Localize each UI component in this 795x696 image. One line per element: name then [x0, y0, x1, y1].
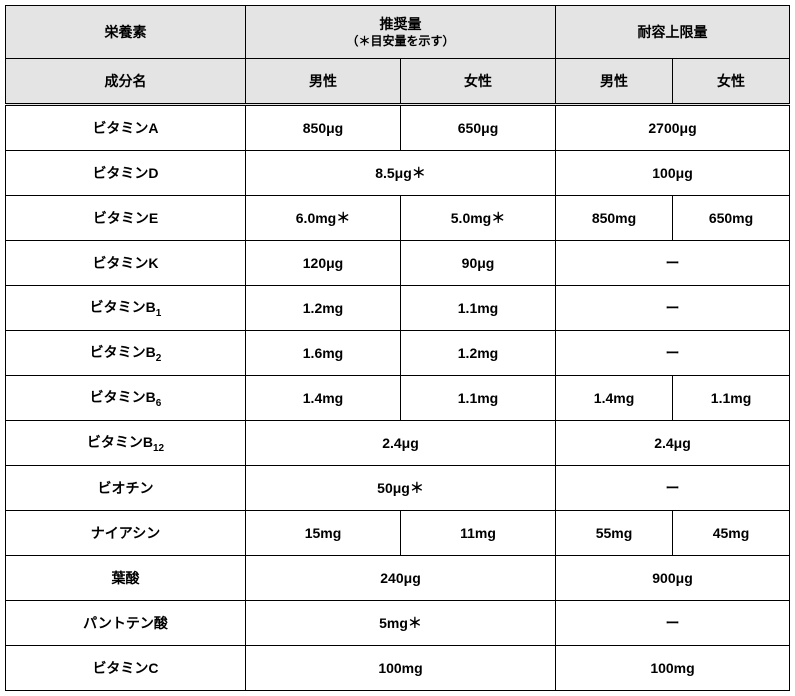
upper-limit-merged: 900μg — [556, 556, 790, 601]
hdr-rec-female: 女性 — [401, 59, 556, 105]
upper-limit-merged: 100mg — [556, 646, 790, 691]
recommended-merged: 100mg — [246, 646, 556, 691]
component-name: ビタミンE — [6, 196, 246, 241]
recommended-female: 90μg — [401, 241, 556, 286]
upper-limit-merged: 100μg — [556, 151, 790, 196]
upper-limit-merged: ー — [556, 466, 790, 511]
upper-limit-merged: 2700μg — [556, 105, 790, 151]
recommended-merged: 8.5μg＊ — [246, 151, 556, 196]
upper-limit-merged: ー — [556, 241, 790, 286]
recommended-female: 11mg — [401, 511, 556, 556]
upper-limit-merged: ー — [556, 286, 790, 331]
recommended-female: 1.2mg — [401, 331, 556, 376]
component-name: ビタミンK — [6, 241, 246, 286]
hdr-recommended-label: 推奨量 — [380, 16, 422, 32]
component-name: ビタミンB12 — [6, 421, 246, 466]
vitamin-intake-table: 栄養素 推奨量 （＊目安量を示す） 耐容上限量 成分名 男性 女性 男性 女性 … — [5, 5, 790, 691]
recommended-female: 5.0mg＊ — [401, 196, 556, 241]
component-name: ビタミンB1 — [6, 286, 246, 331]
recommended-merged: 2.4μg — [246, 421, 556, 466]
component-name: ビオチン — [6, 466, 246, 511]
recommended-male: 120μg — [246, 241, 401, 286]
hdr-ul-female: 女性 — [673, 59, 790, 105]
upper-limit-female: 45mg — [673, 511, 790, 556]
hdr-ul-male: 男性 — [556, 59, 673, 105]
recommended-female: 1.1mg — [401, 286, 556, 331]
recommended-male: 15mg — [246, 511, 401, 556]
component-name: ナイアシン — [6, 511, 246, 556]
hdr-recommended-note: （＊目安量を示す） — [246, 35, 555, 48]
component-name: ビタミンC — [6, 646, 246, 691]
hdr-nutrient: 栄養素 — [6, 6, 246, 59]
component-name: ビタミンA — [6, 105, 246, 151]
recommended-male: 1.6mg — [246, 331, 401, 376]
hdr-recommended: 推奨量 （＊目安量を示す） — [246, 6, 556, 59]
upper-limit-merged: 2.4μg — [556, 421, 790, 466]
upper-limit-female: 650mg — [673, 196, 790, 241]
recommended-female: 650μg — [401, 105, 556, 151]
hdr-rec-male: 男性 — [246, 59, 401, 105]
hdr-upper-limit: 耐容上限量 — [556, 6, 790, 59]
recommended-male: 1.4mg — [246, 376, 401, 421]
recommended-male: 6.0mg＊ — [246, 196, 401, 241]
upper-limit-male: 1.4mg — [556, 376, 673, 421]
recommended-male: 850μg — [246, 105, 401, 151]
component-name: ビタミンB6 — [6, 376, 246, 421]
recommended-merged: 50μg＊ — [246, 466, 556, 511]
recommended-female: 1.1mg — [401, 376, 556, 421]
component-name: ビタミンD — [6, 151, 246, 196]
component-name: ビタミンB2 — [6, 331, 246, 376]
component-name: 葉酸 — [6, 556, 246, 601]
upper-limit-female: 1.1mg — [673, 376, 790, 421]
recommended-male: 1.2mg — [246, 286, 401, 331]
upper-limit-merged: ー — [556, 601, 790, 646]
upper-limit-merged: ー — [556, 331, 790, 376]
hdr-component: 成分名 — [6, 59, 246, 105]
recommended-merged: 5mg＊ — [246, 601, 556, 646]
upper-limit-male: 850mg — [556, 196, 673, 241]
component-name: パントテン酸 — [6, 601, 246, 646]
recommended-merged: 240μg — [246, 556, 556, 601]
upper-limit-male: 55mg — [556, 511, 673, 556]
